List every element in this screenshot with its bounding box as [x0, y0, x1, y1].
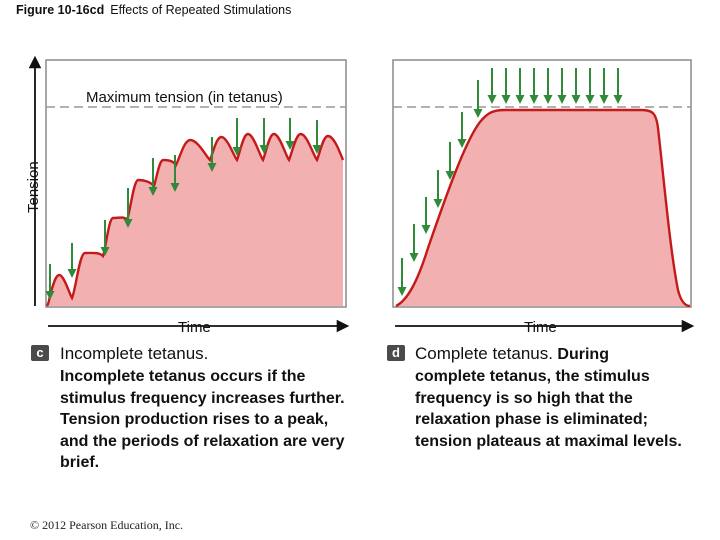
stimulus-arrow-head	[515, 95, 525, 104]
panel-c-description: Incomplete tetanus occurs if the stimulu…	[60, 368, 345, 471]
stimulus-arrow-head	[100, 247, 110, 256]
panel-c-stimuli	[45, 118, 322, 300]
panel-d-description: complete tetanus, the stimulus frequency…	[415, 368, 682, 450]
panel-d-tension-curve	[395, 108, 691, 308]
stimulus-arrow-head	[543, 95, 553, 104]
stimulus-arrow-head	[433, 199, 443, 208]
stimulus-arrow-head	[285, 141, 295, 150]
stimulus-arrow-head	[397, 287, 407, 296]
figure-subtitle: Effects of Repeated Stimulations	[110, 3, 292, 17]
copyright-notice: © 2012 Pearson Education, Inc.	[30, 518, 184, 532]
stimulus-arrow-head	[312, 145, 322, 154]
stimulus-arrow-head	[487, 95, 497, 104]
stimulus-arrow-head	[457, 139, 467, 148]
panel-d-tension-area	[396, 110, 690, 306]
panel-d-heading: Complete tetanus. During	[415, 344, 609, 364]
stimulus-arrow-head	[557, 95, 567, 104]
stimulus-arrow-head	[473, 109, 483, 118]
figure-title: Figure 10-16cd Effects of Repeated Stimul…	[16, 3, 291, 17]
stimulus-arrow-head	[148, 187, 158, 196]
panel-c-tension-area	[47, 134, 343, 306]
panel-d-time-label: Time	[524, 319, 557, 336]
panel-d-stimuli	[397, 68, 623, 296]
panel-d-badge: d	[387, 345, 405, 361]
stimulus-arrow-head	[170, 183, 180, 192]
stimulus-arrow-head	[421, 225, 431, 234]
figure-number: Figure 10-16cd	[16, 3, 105, 17]
stimulus-arrow-head	[67, 269, 77, 278]
stimulus-arrow-head	[259, 145, 269, 154]
stimulus-arrow-head	[207, 163, 217, 172]
stimulus-arrow-head	[529, 95, 539, 104]
stimulus-arrow-head	[45, 291, 55, 300]
panel-d-heading-title: Complete tetanus.	[415, 344, 553, 363]
panel-c-time-label: Time	[178, 319, 211, 336]
max-tension-label: Maximum tension (in tetanus)	[86, 89, 283, 106]
stimulus-arrow-head	[599, 95, 609, 104]
stimulus-arrow-head	[445, 171, 455, 180]
panel-d-heading-extra: During	[552, 346, 609, 363]
stimulus-arrow-head	[232, 147, 242, 156]
stimulus-arrow-head	[571, 95, 581, 104]
stimulus-arrow-head	[585, 95, 595, 104]
panel-c-tension-curve	[45, 132, 345, 307]
stimulus-arrow-head	[613, 95, 623, 104]
panel-c-heading: Incomplete tetanus.	[60, 344, 209, 363]
tension-axis-label: Tension	[25, 161, 42, 213]
stimulus-arrow-head	[409, 253, 419, 262]
stimulus-arrow-head	[123, 219, 133, 228]
stimulus-arrow-head	[501, 95, 511, 104]
panel-c-badge: c	[31, 345, 49, 361]
